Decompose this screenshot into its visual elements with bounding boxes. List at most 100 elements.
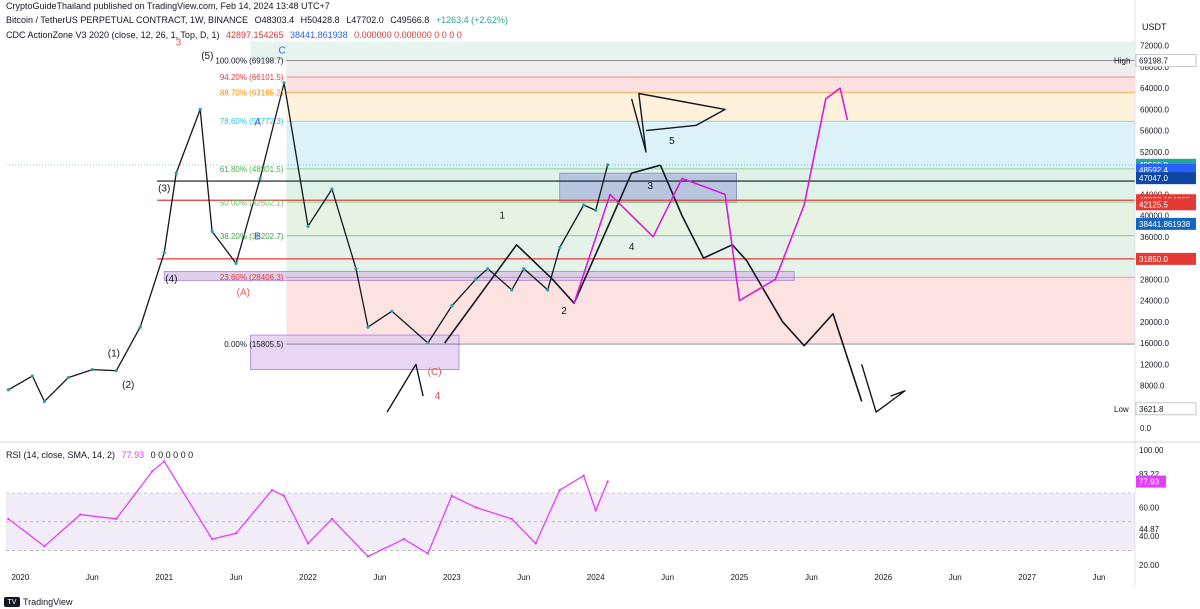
indicator-value-2: 38441.861938 xyxy=(290,30,348,40)
rsi-value: 77.93 xyxy=(121,450,145,460)
fib-zone xyxy=(286,202,1135,236)
fib-zone xyxy=(286,121,1135,169)
price-tag-label: 3621.8 xyxy=(1139,405,1164,414)
price-tag xyxy=(1136,198,1196,211)
price-point xyxy=(198,107,202,111)
x-tick-label: Jun xyxy=(517,573,530,582)
wave-label: (4) xyxy=(165,274,177,285)
currency-label: USDT xyxy=(1142,22,1167,32)
price-tag-label: 69198.7 xyxy=(1139,57,1168,66)
letter-b-drawing xyxy=(630,92,726,153)
y-tick-label: 20000.0 xyxy=(1140,318,1169,327)
price-point xyxy=(522,267,526,271)
rsi-tick-label: 77.93 xyxy=(1139,478,1160,487)
price-point xyxy=(66,375,70,380)
rsi-tick-label: 20.00 xyxy=(1139,561,1160,570)
price-point xyxy=(510,288,514,292)
price-point xyxy=(162,251,166,255)
x-tick-label: 2024 xyxy=(587,573,605,582)
price-tag-label: 31850.0 xyxy=(1139,255,1168,264)
rsi-point xyxy=(594,509,597,512)
wave-label: 1 xyxy=(499,210,505,221)
fib-label: 78.60% (57772.3) xyxy=(220,117,284,126)
wave-label: C xyxy=(279,46,286,57)
symbol-name: Bitcoin / TetherUS PERPETUAL CONTRACT, 1… xyxy=(6,15,249,25)
rsi-point xyxy=(330,517,334,521)
zone-top xyxy=(250,41,1135,61)
rsi-tick-label: 44.87 xyxy=(1139,525,1160,534)
wave-label: 4 xyxy=(435,391,441,402)
price-point xyxy=(306,224,310,228)
price-point xyxy=(486,267,490,271)
price-point xyxy=(114,369,118,373)
y-tick-label: 60000.0 xyxy=(1140,105,1169,114)
price-point xyxy=(450,304,454,308)
rsi-legend[interactable]: RSI (14, close, SMA, 14, 2) 77.93 0 0 0 … xyxy=(6,450,197,460)
letter-a-drawing xyxy=(386,363,424,413)
price-point xyxy=(282,81,286,85)
fib-label: 88.70% (63165.2) xyxy=(220,89,284,98)
rsi-label: RSI (14, close, SMA, 14, 2) xyxy=(6,450,116,460)
price-point xyxy=(366,325,370,329)
y-tick-label: 68000.0 xyxy=(1140,63,1169,72)
price-point xyxy=(426,341,430,345)
x-tick-label: Jun xyxy=(805,573,818,582)
y-tick-label: 8000.0 xyxy=(1140,382,1165,391)
rsi-tick-label: 83.22 xyxy=(1139,470,1160,479)
rsi-point xyxy=(270,488,274,492)
rsi-point xyxy=(282,494,286,498)
rsi-tick-label: 40.00 xyxy=(1139,532,1160,541)
fib-zone xyxy=(286,60,1135,78)
price-tag-name: High xyxy=(1114,57,1130,66)
price-point xyxy=(258,176,262,181)
x-tick-label: 2026 xyxy=(874,573,892,582)
y-tick-label: 24000.0 xyxy=(1140,297,1169,306)
zigzag-drawing xyxy=(444,164,661,344)
rsi-point xyxy=(43,545,46,548)
x-tick-label: 2022 xyxy=(299,573,317,582)
ohlc-close: C49566.8 xyxy=(390,15,430,25)
drop-drawing xyxy=(659,164,863,402)
rsi-point xyxy=(474,506,478,509)
wave-label: 2 xyxy=(561,306,567,317)
indicator-value-1: 42897.154265 xyxy=(225,30,284,40)
wave-label: (5) xyxy=(201,51,213,62)
indicator-legend[interactable]: CDC ActionZone V3 2020 (close, 12, 26, 1… xyxy=(6,30,466,40)
wave-label: (3) xyxy=(158,184,170,195)
rsi-point xyxy=(151,470,154,473)
price-point xyxy=(582,203,586,207)
price-point xyxy=(6,388,10,392)
rsi-point xyxy=(7,517,10,521)
y-tick-label: 52000.0 xyxy=(1140,148,1169,157)
rsi-tick-label: 60.00 xyxy=(1139,503,1160,512)
x-tick-label: Jun xyxy=(230,573,243,582)
price-tag-label: 48592.4 xyxy=(1139,166,1168,175)
rsi-point xyxy=(163,460,166,463)
price-tag xyxy=(1135,402,1197,416)
price-point xyxy=(558,245,562,250)
rsi-point xyxy=(582,474,585,477)
tradingview-icon: TV xyxy=(4,597,20,607)
price-tag xyxy=(1136,217,1196,230)
y-tick-label: 0.0 xyxy=(1140,424,1152,433)
indicator-name: CDC ActionZone V3 2020 (close, 12, 26, 1… xyxy=(6,30,220,40)
fib-zone xyxy=(286,277,1135,345)
symbol-legend[interactable]: Bitcoin / TetherUS PERPETUAL CONTRACT, 1… xyxy=(6,15,512,25)
price-point xyxy=(390,309,394,313)
wave-label: B xyxy=(254,231,261,242)
y-tick-label: 40000.0 xyxy=(1140,212,1169,221)
price-tag-label: 42125.5 xyxy=(1139,200,1168,209)
publish-text: CryptoGuideThailand published on Trading… xyxy=(6,1,330,11)
rsi-point xyxy=(115,517,118,521)
fib-label: 38.20% (36202.7) xyxy=(220,232,284,241)
price-tag-name: Low xyxy=(1114,405,1129,414)
y-tick-label: 56000.0 xyxy=(1140,127,1169,136)
price-point xyxy=(234,261,238,265)
price-tag-label: 38441.861938 xyxy=(1139,220,1191,229)
rsi-point xyxy=(558,488,561,492)
rsi-point xyxy=(534,542,537,545)
rsi-point xyxy=(366,555,370,558)
y-tick-label: 16000.0 xyxy=(1140,339,1169,348)
wave-label: 4 xyxy=(629,242,635,253)
x-tick-label: 2025 xyxy=(731,573,749,582)
